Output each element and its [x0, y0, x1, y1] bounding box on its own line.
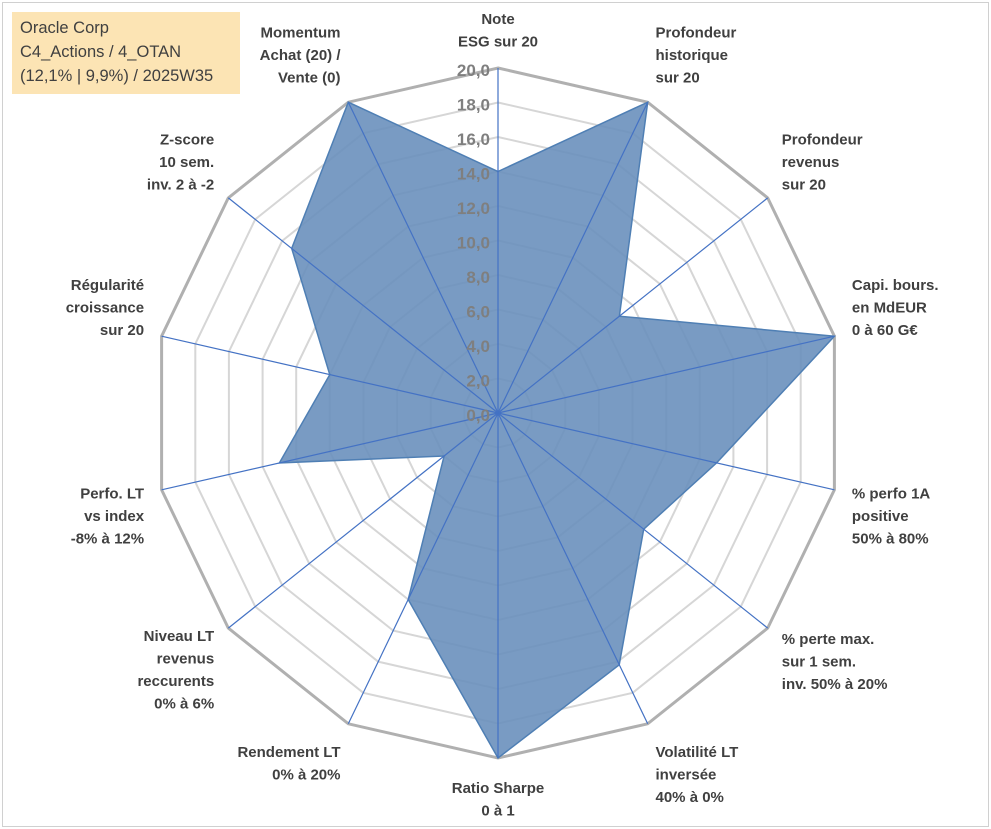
tick-label: 12,0 [457, 199, 490, 218]
axis-label: Profondeur historique sur 20 [656, 24, 737, 86]
axis-label: Perfo. LT vs index -8% à 12% [71, 486, 145, 548]
axis-label: Rendement LT 0% à 20% [237, 744, 340, 784]
tick-label: 20,0 [457, 61, 490, 80]
axis-spoke [347, 101, 499, 414]
radar-tick-labels: 0,0 2,0 4,0 6,0 8,0 10,0 12,0 14,0 16,0 18,0 20,0 [457, 61, 490, 425]
series-area [278, 100, 836, 760]
axis-label: Note ESG sur 20 [458, 11, 538, 51]
axis-spoke [227, 412, 499, 629]
radar-spokes [161, 68, 835, 758]
radar-chart: 0,02,04,06,08,010,012,014,016,018,020,0 … [66, 11, 939, 820]
axis-label: % perte max. sur 1 sem. inv. 50% à 20% [782, 631, 888, 693]
axis-label: Profondeur revenus sur 20 [782, 131, 863, 193]
info-box: Oracle Corp C4_Actions / 4_OTAN (12,1% |… [12, 12, 240, 94]
axis-spoke [227, 197, 499, 414]
axis-label: % perfo 1A positive 50% à 80% [852, 486, 931, 548]
axis-label: Momentum Achat (20) / Vente (0) [260, 24, 342, 86]
axis-label: Régularité croissance sur 20 [66, 277, 144, 339]
axis-spoke [497, 412, 649, 725]
axis-spoke [347, 412, 499, 725]
tick-label: 2,0 [466, 372, 490, 391]
tick-label: 6,0 [466, 303, 490, 322]
tick-label: 18,0 [457, 96, 490, 115]
axis-spoke [497, 412, 769, 629]
info-stats: (12,1% | 9,9%) / 2025W35 [20, 67, 214, 85]
axis-spoke [161, 335, 499, 414]
axis-spoke [497, 101, 649, 414]
tick-label: 16,0 [457, 130, 490, 149]
axis-spoke [497, 335, 835, 414]
radar-series [278, 100, 836, 760]
axis-label: Z-score 10 sem. inv. 2 à -2 [147, 131, 214, 193]
axis-spoke [497, 197, 769, 414]
axis-spoke [161, 412, 499, 491]
radar-axis-labels: Note ESG sur 20 Profondeur historique sur 20… [66, 11, 939, 820]
info-company-name: Oracle Corp [20, 19, 109, 37]
tick-label: 0,0 [466, 406, 490, 425]
tick-label: 8,0 [466, 268, 490, 287]
axis-label: Ratio Sharpe 0 à 1 [452, 780, 545, 820]
tick-label: 4,0 [466, 337, 490, 356]
axis-label: Volatilité LT inversée 40% à 0% [656, 744, 739, 806]
axis-label: Capi. bours. en MdEUR 0 à 60 G€ [852, 277, 939, 339]
info-category: C4_Actions / 4_OTAN [20, 43, 182, 61]
axis-label: Niveau LT revenus reccurents 0% à 6% [137, 628, 214, 713]
axis-spoke [497, 412, 835, 491]
tick-label: 14,0 [457, 165, 490, 184]
tick-label: 10,0 [457, 234, 490, 253]
